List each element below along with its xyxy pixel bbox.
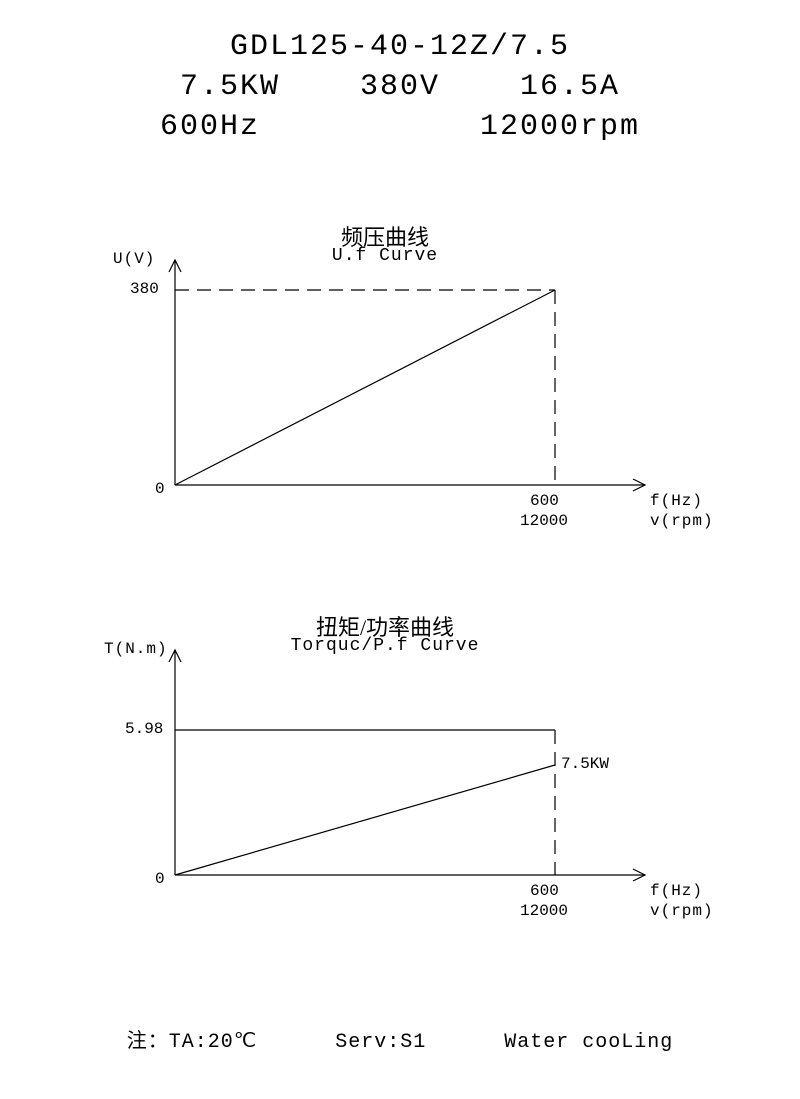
rpm-spec: 12000rpm xyxy=(480,110,640,144)
freq-rpm-specs: 600Hz 12000rpm xyxy=(0,110,800,144)
voltage-spec: 380V xyxy=(360,70,440,104)
footer-note: 注：TA:20℃ Serv:S1 Water cooLing xyxy=(0,1024,800,1054)
frequency-spec: 600Hz xyxy=(160,110,260,144)
spec-header: GDL125-40-12Z/7.5 7.5KW 380V 16.5A 600Hz… xyxy=(0,30,800,144)
uf-curve-chart: 频压曲线 U.f Curve U(V) 380 0 600 12000 f(Hz… xyxy=(95,230,705,550)
power-spec: 7.5KW xyxy=(180,70,280,104)
note-prefix: 注： xyxy=(127,1031,169,1054)
chart2-svg xyxy=(95,620,705,940)
current-spec: 16.5A xyxy=(520,70,620,104)
serv-spec: Serv:S1 xyxy=(335,1031,426,1054)
electrical-specs: 7.5KW 380V 16.5A xyxy=(0,70,800,104)
torque-power-chart: 扭矩/功率曲线 Torquc/P.f Curve T(N.m) 5.98 0 7… xyxy=(95,620,705,940)
ta-spec: TA:20℃ xyxy=(169,1031,257,1054)
model-number: GDL125-40-12Z/7.5 xyxy=(0,30,800,64)
cooling-spec: Water cooLing xyxy=(504,1031,673,1054)
chart1-svg xyxy=(95,230,705,550)
